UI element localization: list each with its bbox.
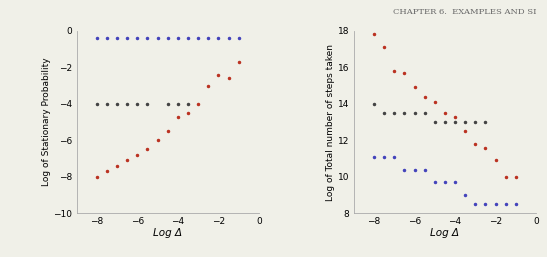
Y-axis label: Log of Stationary Probability: Log of Stationary Probability [42, 58, 51, 186]
Text: CHAPTER 6.  EXAMPLES AND SI: CHAPTER 6. EXAMPLES AND SI [393, 8, 536, 16]
X-axis label: Log Δ: Log Δ [153, 228, 182, 238]
Y-axis label: Log of Total number of steps taken: Log of Total number of steps taken [326, 44, 335, 200]
X-axis label: Log Δ: Log Δ [430, 228, 459, 238]
